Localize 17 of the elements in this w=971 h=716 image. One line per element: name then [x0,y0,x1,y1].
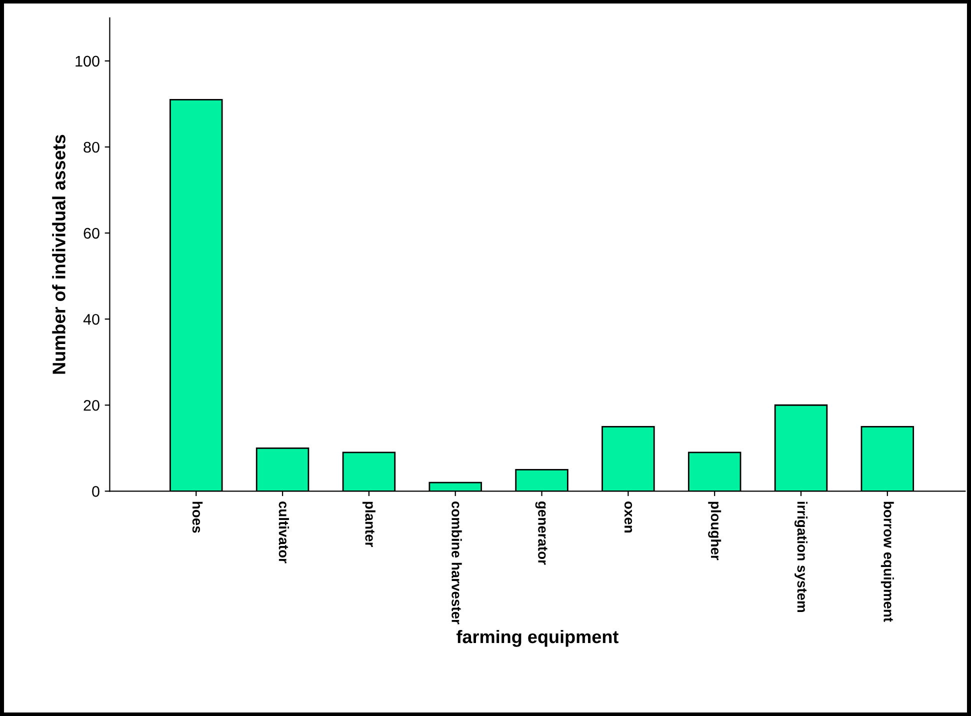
x-tick-label: borrow equipment [880,502,894,622]
x-axis-title: farming equipment [456,630,618,647]
x-tick-label: combine harvester [452,501,462,624]
x-tick-label: plougher [708,502,722,560]
x-tick-label: irrigation system [794,502,808,612]
x-tick-label: cultivator [278,501,290,564]
x-tick-label: oxen [624,501,632,532]
y-axis-title: Number of individual assets [52,134,66,374]
y-tick-label: 40 [83,314,100,325]
x-tick-label: hoes [192,502,203,533]
y-tick-label: 20 [84,400,100,411]
x-tick-label: planter [362,502,376,547]
y-tick-label: 0 [92,486,100,497]
x-tick-label: generator [535,501,548,565]
y-tick-label: 100 [76,56,100,67]
y-tick-label: 60 [84,228,100,239]
y-tick-label: 80 [84,142,100,153]
